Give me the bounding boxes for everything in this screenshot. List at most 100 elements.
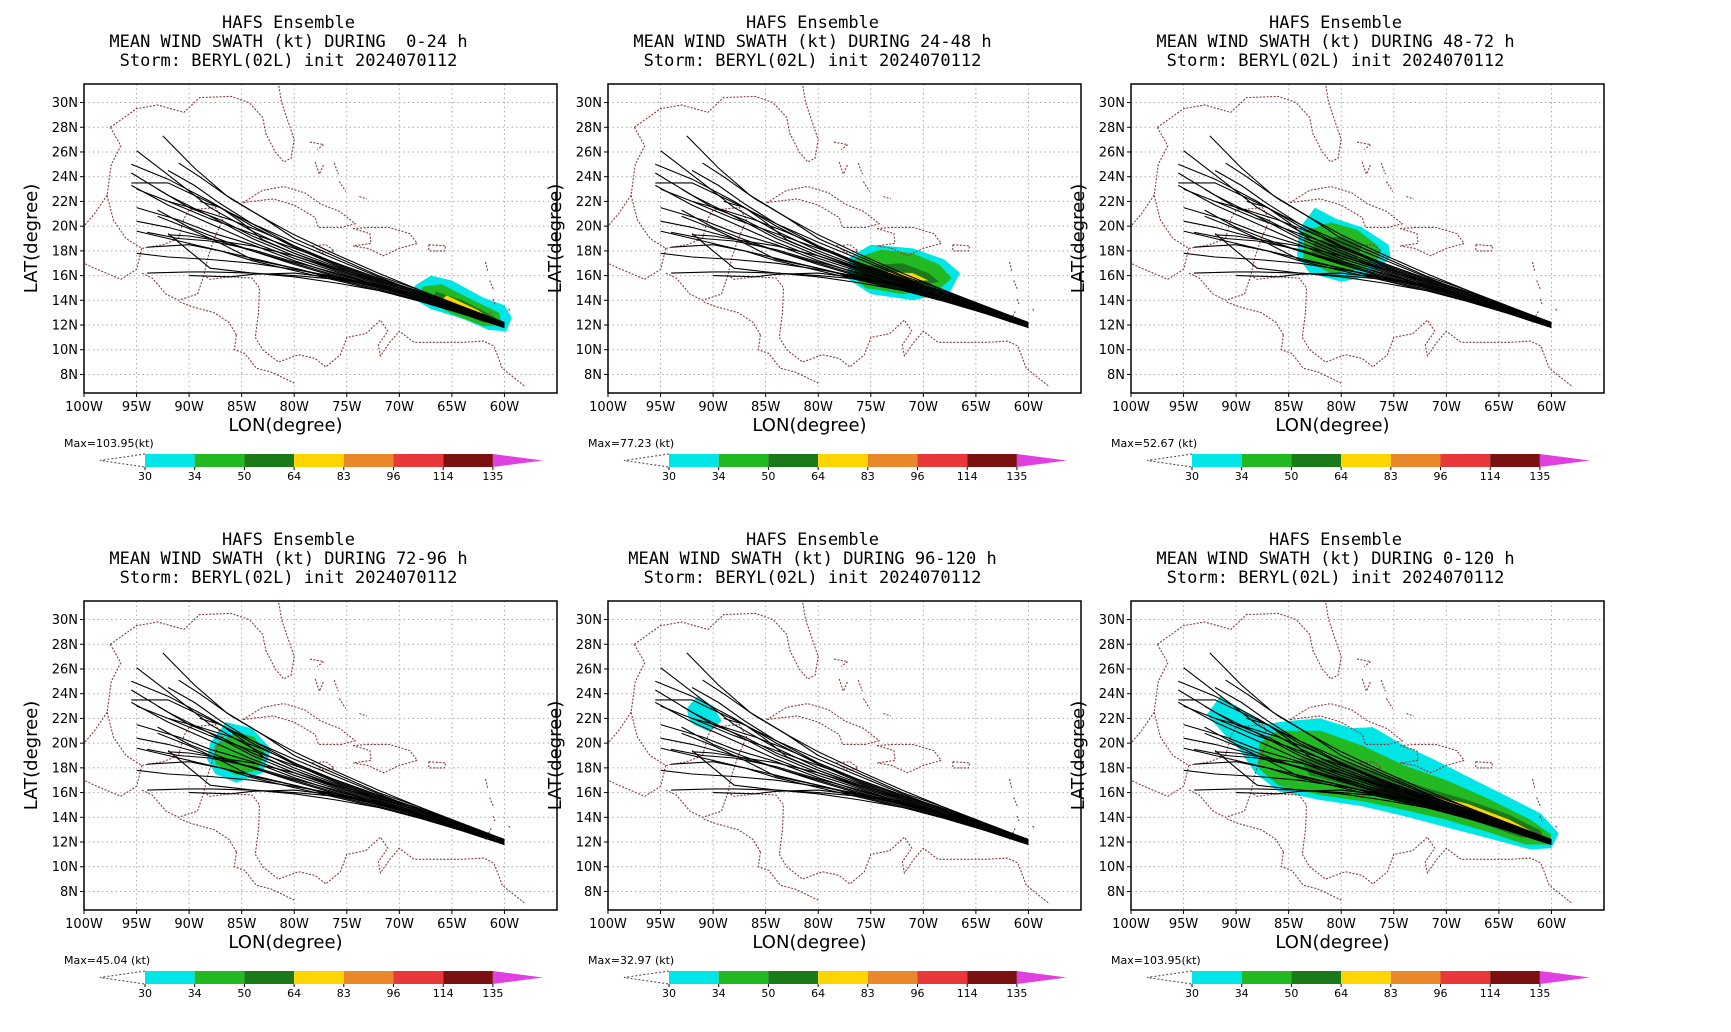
lat-tick-label: 10N bbox=[1099, 860, 1125, 875]
lat-tick-label: 24N bbox=[52, 170, 78, 185]
max-wind-label: Max=45.04 (kt) bbox=[64, 954, 150, 967]
coastline bbox=[757, 851, 819, 901]
ensemble-track bbox=[686, 135, 1029, 324]
colorbar-level-label: 135 bbox=[1529, 470, 1550, 483]
coastline bbox=[1532, 309, 1540, 323]
colorbar-level-label: 96 bbox=[1434, 470, 1448, 483]
swath-panel: HAFS Ensemble MEAN WIND SWATH (kt) DURING… bbox=[524, 0, 1101, 515]
coastline bbox=[484, 778, 489, 788]
x-axis-label: LON(degree) bbox=[228, 415, 342, 436]
lon-tick-label: 65W bbox=[1484, 917, 1514, 932]
lat-tick-label: 20N bbox=[1099, 220, 1125, 235]
ensemble-track bbox=[136, 207, 505, 326]
coastline bbox=[1406, 712, 1414, 717]
lat-tick-label: 24N bbox=[1099, 687, 1125, 702]
lon-tick-label: 70W bbox=[385, 400, 415, 415]
colorbar: 30 34 50 64 83 96 114 135 bbox=[99, 970, 543, 1000]
lon-tick-label: 65W bbox=[1484, 400, 1514, 415]
lon-tick-label: 100W bbox=[589, 400, 627, 415]
colorbar-segment bbox=[393, 454, 444, 467]
ensemble-track bbox=[660, 230, 1029, 329]
coastline bbox=[485, 309, 493, 323]
ensemble-track bbox=[167, 750, 505, 844]
lat-tick-label: 16N bbox=[52, 269, 78, 284]
coastline bbox=[1156, 84, 1342, 163]
lat-tick-label: 26N bbox=[576, 662, 602, 677]
coastline bbox=[876, 743, 943, 774]
grid bbox=[607, 84, 1081, 393]
lon-tick-label: 60W bbox=[490, 917, 520, 932]
panel-title: HAFS Ensemble MEAN WIND SWATH (kt) DURING… bbox=[524, 531, 1101, 588]
ensemble-track bbox=[199, 200, 505, 326]
coastline bbox=[1008, 778, 1013, 788]
coastline bbox=[1016, 815, 1020, 822]
colorbar-level-label: 83 bbox=[1384, 470, 1398, 483]
lon-tick-label: 60W bbox=[1537, 400, 1567, 415]
colorbar-segment bbox=[1241, 454, 1292, 467]
lat-tick-label: 24N bbox=[52, 687, 78, 702]
lon-tick-label: 90W bbox=[174, 400, 204, 415]
lat-tick-label: 8N bbox=[584, 368, 602, 383]
colorbar-segment bbox=[343, 971, 394, 984]
coastline bbox=[608, 194, 632, 227]
colorbar-segment bbox=[1241, 971, 1292, 984]
colorbar-segment bbox=[145, 454, 195, 467]
colorbar-level-label: 114 bbox=[957, 987, 978, 1000]
colorbar-level-label: 96 bbox=[1434, 987, 1448, 1000]
lat-tick-label: 12N bbox=[1099, 836, 1125, 851]
coastline bbox=[84, 248, 143, 280]
ensemble-track bbox=[1214, 233, 1552, 327]
lon-tick-label: 65W bbox=[961, 400, 991, 415]
colorbar-level-label: 83 bbox=[861, 987, 875, 1000]
title-model: HAFS Ensemble bbox=[745, 530, 880, 550]
ensemble-track bbox=[686, 652, 1029, 841]
ensemble-track bbox=[1209, 652, 1552, 841]
coastline bbox=[106, 644, 526, 905]
colorbar-level-label: 30 bbox=[662, 470, 676, 483]
ensemble-track bbox=[131, 182, 505, 325]
lat-tick-label: 26N bbox=[1099, 662, 1125, 677]
colorbar-level-label: 96 bbox=[911, 470, 925, 483]
ensemble-track bbox=[702, 162, 1029, 325]
coastline bbox=[862, 181, 871, 192]
coastline bbox=[484, 261, 489, 271]
ensemble-track bbox=[691, 687, 1029, 841]
coastline bbox=[84, 711, 108, 744]
ensemble-track bbox=[655, 699, 1029, 842]
colorbar-segment bbox=[244, 971, 295, 984]
coastline bbox=[109, 84, 295, 163]
ensemble-track bbox=[1204, 209, 1552, 327]
lat-tick-label: 12N bbox=[576, 319, 602, 334]
ensemble-track bbox=[167, 687, 505, 841]
map-plot: 100W 95W 90W 85W 80W 75W 70W 65W 60W 8N 10N 12N 14N 1… bbox=[1068, 600, 1605, 1000]
lon-tick-label: 75W bbox=[856, 917, 886, 932]
lat-tick-label: 8N bbox=[1107, 885, 1125, 900]
lat-tick-label: 20N bbox=[1099, 737, 1125, 752]
coastline bbox=[757, 334, 819, 384]
coastline bbox=[309, 658, 326, 667]
swath-panel: HAFS Ensemble MEAN WIND SWATH (kt) DURING… bbox=[524, 517, 1101, 1032]
colorbar-level-label: 64 bbox=[1334, 987, 1348, 1000]
ensemble-track bbox=[1183, 207, 1552, 326]
lon-tick-label: 80W bbox=[280, 400, 310, 415]
ensemble-track bbox=[168, 234, 505, 325]
panel-title: HAFS Ensemble MEAN WIND SWATH (kt) DURING… bbox=[524, 14, 1101, 71]
lat-tick-label: 14N bbox=[1099, 294, 1125, 309]
lon-tick-label: 80W bbox=[280, 917, 310, 932]
map-plot: 100W 95W 90W 85W 80W 75W 70W 65W 60W 8N 10N 12N 14N 1… bbox=[21, 83, 558, 483]
colorbar-level-label: 30 bbox=[138, 987, 152, 1000]
coastline bbox=[428, 761, 447, 769]
colorbar-right-cap bbox=[1016, 454, 1067, 467]
colorbar-segment bbox=[1390, 454, 1441, 467]
map-content bbox=[608, 84, 1050, 388]
colorbar-level-label: 83 bbox=[337, 470, 351, 483]
lat-tick-label: 8N bbox=[1107, 368, 1125, 383]
coastline bbox=[833, 658, 850, 667]
colorbar-level-label: 30 bbox=[662, 987, 676, 1000]
panel-title: HAFS Ensemble MEAN WIND SWATH (kt) DURING… bbox=[0, 531, 577, 588]
lon-tick-label: 100W bbox=[65, 400, 103, 415]
colorbar-segment bbox=[194, 454, 245, 467]
colorbar-segment bbox=[1291, 971, 1342, 984]
lat-tick-label: 20N bbox=[52, 737, 78, 752]
coastline bbox=[1358, 761, 1383, 771]
